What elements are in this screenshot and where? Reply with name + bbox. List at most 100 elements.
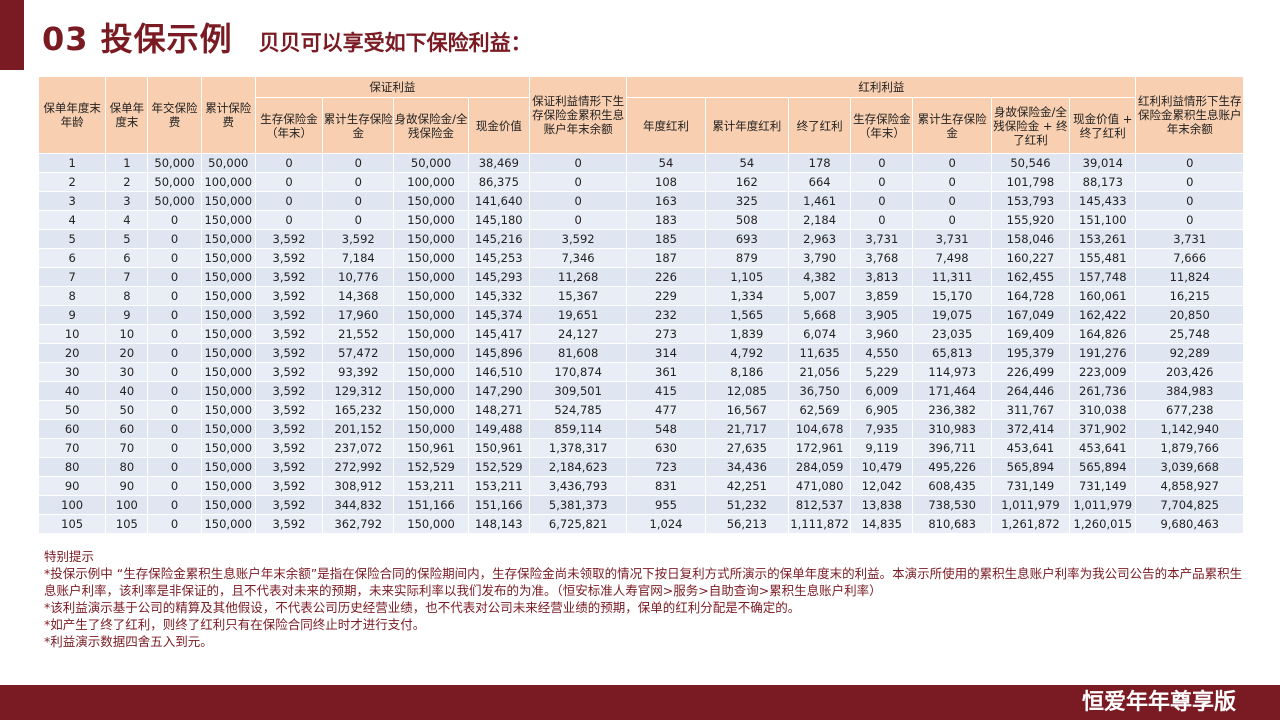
table-cell: 226,499: [990, 362, 1071, 382]
table-cell: 153,211: [393, 476, 469, 496]
table-cell: 453,641: [1069, 438, 1137, 458]
table-cell: 93,392: [322, 362, 395, 382]
table-cell: 11,824: [1135, 267, 1244, 287]
table-cell: 3,592: [254, 286, 324, 306]
table-cell: 14,835: [850, 514, 914, 534]
col-header-bonus-balance: 红利利益情形下生存保险金累积生息账户年末余额: [1135, 76, 1244, 154]
table-cell: 309,501: [528, 381, 628, 401]
table-cell: 5,381,373: [528, 495, 628, 515]
table-cell: 2: [105, 172, 149, 192]
group-header-bonus: 红利利益: [626, 76, 1137, 98]
table-cell: 272,992: [322, 457, 395, 477]
table-cell: 65,813: [912, 343, 992, 363]
table-cell: 0: [1135, 210, 1244, 230]
table-cell: 27,635: [704, 438, 789, 458]
table-cell: 731,149: [1069, 476, 1137, 496]
table-cell: 88,173: [1069, 172, 1137, 192]
table-cell: 148,143: [467, 514, 530, 534]
left-accent-bar: [0, 0, 24, 70]
table-cell: 677,238: [1135, 400, 1244, 420]
table-cell: 172,961: [787, 438, 852, 458]
table-cell: 155,920: [990, 210, 1071, 230]
table-cell: 3,592: [254, 419, 324, 439]
col-header-guarantee-balance: 保证利益情形下生存保险金累积生息账户年末余额: [528, 76, 628, 154]
table-cell: 6: [37, 248, 107, 268]
table-cell: 3,731: [1135, 229, 1244, 249]
table-cell: 0: [528, 153, 628, 173]
table-cell: 163: [626, 191, 706, 211]
table-row: 20 20 0 150,000 3,592 57,472 150,000 145,896 81,…: [37, 343, 1244, 363]
col-header-g-death: 身故保险金/全残保险金: [393, 97, 469, 154]
col-header-b-cum-annual: 累计年度红利: [704, 97, 789, 154]
table-cell: 162,422: [1069, 305, 1137, 325]
table-cell: 7,935: [850, 419, 914, 439]
table-cell: 167,049: [990, 305, 1071, 325]
table-cell: 0: [912, 153, 992, 173]
table-cell: 0: [254, 191, 324, 211]
table-cell: 0: [322, 172, 395, 192]
special-notes: 特别提示 *投保示例中 “生存保险金累积生息账户年末余额”是指在保险合同的保险期…: [44, 548, 1244, 650]
table-cell: 150,000: [200, 267, 256, 287]
table-cell: 3: [37, 191, 107, 211]
table-row: 8 8 0 150,000 3,592 14,368 150,000 145,332 15,36…: [37, 286, 1244, 306]
table-cell: 150,961: [467, 438, 530, 458]
table-cell: 3,790: [787, 248, 852, 268]
table-cell: 151,166: [393, 495, 469, 515]
table-cell: 165,232: [322, 400, 395, 420]
table-cell: 453,641: [990, 438, 1071, 458]
table-cell: 148,271: [467, 400, 530, 420]
table-cell: 1,142,940: [1135, 419, 1244, 439]
table-cell: 150,000: [200, 381, 256, 401]
table-cell: 151,166: [467, 495, 530, 515]
table-cell: 150,000: [200, 438, 256, 458]
table-cell: 40: [37, 381, 107, 401]
table-cell: 264,446: [990, 381, 1071, 401]
table-cell: 4: [37, 210, 107, 230]
table-cell: 183: [626, 210, 706, 230]
table-cell: 150,000: [393, 419, 469, 439]
table-cell: 114,973: [912, 362, 992, 382]
table-row: 6 6 0 150,000 3,592 7,184 150,000 145,253 7,346 1…: [37, 248, 1244, 268]
table-cell: 471,080: [787, 476, 852, 496]
table-cell: 859,114: [528, 419, 628, 439]
table-cell: 56,213: [704, 514, 789, 534]
table-cell: 150,000: [393, 191, 469, 211]
table-cell: 80: [105, 457, 149, 477]
table-cell: 145,216: [467, 229, 530, 249]
table-cell: 153,261: [1069, 229, 1137, 249]
table-cell: 10,776: [322, 267, 395, 287]
table-cell: 1,011,979: [990, 495, 1071, 515]
table-cell: 3,592: [254, 229, 324, 249]
table-cell: 20: [105, 343, 149, 363]
table-cell: 6: [105, 248, 149, 268]
table-cell: 7: [37, 267, 107, 287]
table-cell: 0: [850, 172, 914, 192]
col-header-b-cash: 现金价值 + 终了红利: [1069, 97, 1137, 154]
table-cell: 4: [105, 210, 149, 230]
table-cell: 344,832: [322, 495, 395, 515]
table-cell: 14,368: [322, 286, 395, 306]
table-cell: 810,683: [912, 514, 992, 534]
table-cell: 7,704,825: [1135, 495, 1244, 515]
table-cell: 1,105: [704, 267, 789, 287]
table-cell: 50: [105, 400, 149, 420]
table-cell: 104,678: [787, 419, 852, 439]
table-cell: 162,455: [990, 267, 1071, 287]
table-cell: 415: [626, 381, 706, 401]
table-cell: 1,565: [704, 305, 789, 325]
table-cell: 152,529: [393, 457, 469, 477]
table-cell: 30: [105, 362, 149, 382]
table-cell: 2: [37, 172, 107, 192]
table-cell: 7,346: [528, 248, 628, 268]
table-cell: 13,838: [850, 495, 914, 515]
table-cell: 86,375: [467, 172, 530, 192]
table-cell: 21,717: [704, 419, 789, 439]
table-cell: 5: [37, 229, 107, 249]
table-cell: 150,000: [393, 229, 469, 249]
table-cell: 0: [147, 286, 202, 306]
table-cell: 150,000: [393, 267, 469, 287]
table-cell: 0: [254, 210, 324, 230]
note-item: *利益演示数据四舍五入到元。: [44, 634, 213, 649]
table-cell: 3,813: [850, 267, 914, 287]
note-item: *如产生了终了红利，则终了红利只有在保险合同终止时才进行支付。: [44, 617, 426, 632]
